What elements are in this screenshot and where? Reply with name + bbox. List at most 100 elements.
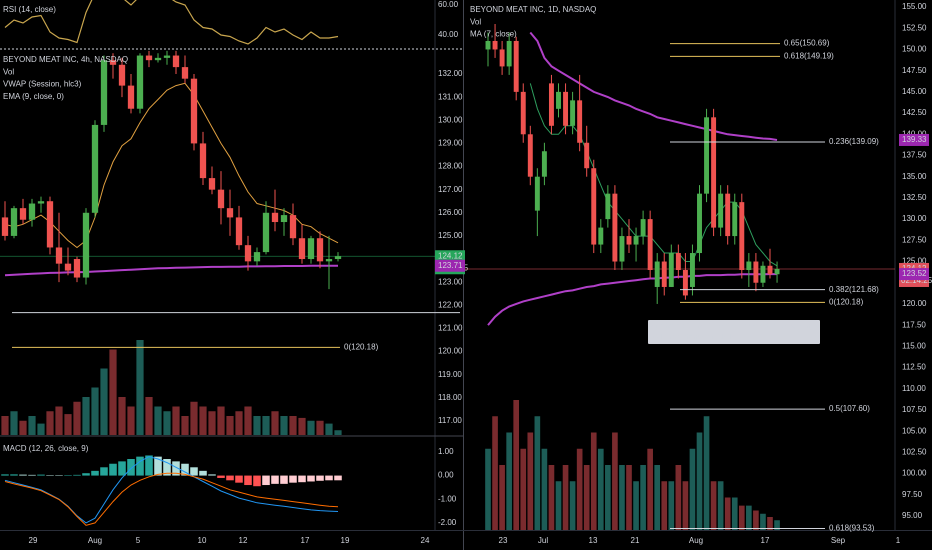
volume-bar [55,406,63,435]
candle-body [235,217,243,246]
candle-body [253,252,261,262]
candle-body [513,40,519,92]
candle-body [28,203,36,220]
volume-bar [28,416,36,435]
y-tick-label: 120.00 [438,347,463,356]
x-tick-label: 13 [589,536,598,545]
fib-label: 0(120.18) [829,298,864,307]
fib-label: 0.382(121.68) [829,285,879,294]
price-label: 139.33 [902,135,927,144]
volume-bar [208,411,216,435]
volume-bar [703,416,710,530]
volume-bar [145,397,153,435]
candle-body [640,219,646,237]
candle-body [289,215,297,239]
y-tick-label: 97.50 [902,490,923,499]
y-tick-label: 102.50 [902,447,927,456]
y-tick-label: 155.00 [902,2,927,11]
volume-bar [513,400,520,530]
price-label-box [435,259,465,272]
x-tick-label: 29 [29,536,38,545]
y-tick-label: -2.00 [438,518,457,527]
y-tick-label: 127.50 [902,235,927,244]
legend-text: BEYOND MEAT INC, 1D, NASDAQ [470,5,596,14]
volume-bar [689,448,696,530]
volume-bar [1,416,9,435]
macd-histogram-bar [19,474,27,476]
macd-histogram-bar [334,475,342,481]
y-tick-label: 95.00 [902,511,923,520]
x-tick-label: 17 [761,536,770,545]
candle-body [584,142,590,169]
macd-histogram-bar [145,455,153,476]
candle-body [190,78,198,144]
candle-body [548,83,554,126]
volume-bar [654,465,661,530]
y-tick-label: 118.00 [438,393,462,402]
volume-bar [661,481,668,530]
fib-label: 0.65(150.69) [784,39,830,48]
x-tick-label: 5 [136,536,141,545]
y-tick-label: 117.50 [902,320,926,329]
y-tick-label: 120.00 [902,299,927,308]
candle-body [82,212,90,278]
volume-bar [569,481,576,530]
volume-bar [82,397,90,435]
legend-text: Vol [470,17,481,26]
volume-bar [172,406,180,435]
candle-body [118,64,126,86]
panel [4,0,339,45]
y-tick-label: 1.00 [438,447,454,456]
legend-text: MA (7, close) [470,30,517,39]
macd-histogram-bar [298,475,306,483]
y-tick-label: 125.00 [438,231,463,240]
volume-bar [696,432,703,530]
price-label: 123.52 [902,269,927,278]
macd-histogram-bar [100,467,108,476]
candle-body [577,100,583,143]
y-tick-label: 140.00 [902,129,927,138]
volume-bar [710,481,717,530]
y-tick-label: 126.00 [438,208,463,217]
candle-body [262,212,270,253]
candle-body [46,201,54,248]
legend-text: RSI (14, close) [3,5,56,14]
candle-body [767,265,773,275]
countdown: 02:14:25 [901,276,932,285]
volume-bar [753,510,759,530]
macd-histogram-bar [307,475,315,482]
candle-body [718,193,724,228]
macd-histogram-bar [163,459,171,476]
candle-body [563,91,569,126]
candle-body [520,91,526,135]
volume-bar [262,416,270,435]
candle-body [10,208,18,236]
macd-histogram-bar [118,461,126,476]
volume-bar [73,401,81,435]
macd-histogram-bar [208,474,216,476]
candle-body [280,215,288,223]
y-tick-label: 112.50 [902,363,926,372]
volume-bar [46,411,54,435]
y-tick-label: 152.50 [902,23,927,32]
x-tick-label: Aug [689,536,703,545]
volume-bar [576,448,583,530]
volume-bar [541,448,548,530]
volume-bar [492,416,498,530]
candle-body [298,238,306,260]
volume-bar [136,340,144,435]
candle-body [739,202,745,271]
volume-bar [562,465,569,530]
y-tick-label: 130.00 [438,115,463,124]
volume-bar [746,505,752,530]
candle-body [668,253,674,287]
volume-bar [163,411,171,435]
candle-body [541,151,547,177]
candle-body [307,238,315,260]
candle-body [675,253,681,271]
candle-body [316,238,324,262]
candle-body [109,60,117,65]
legend-text: Vol [3,67,14,76]
indicator-line [487,273,777,326]
